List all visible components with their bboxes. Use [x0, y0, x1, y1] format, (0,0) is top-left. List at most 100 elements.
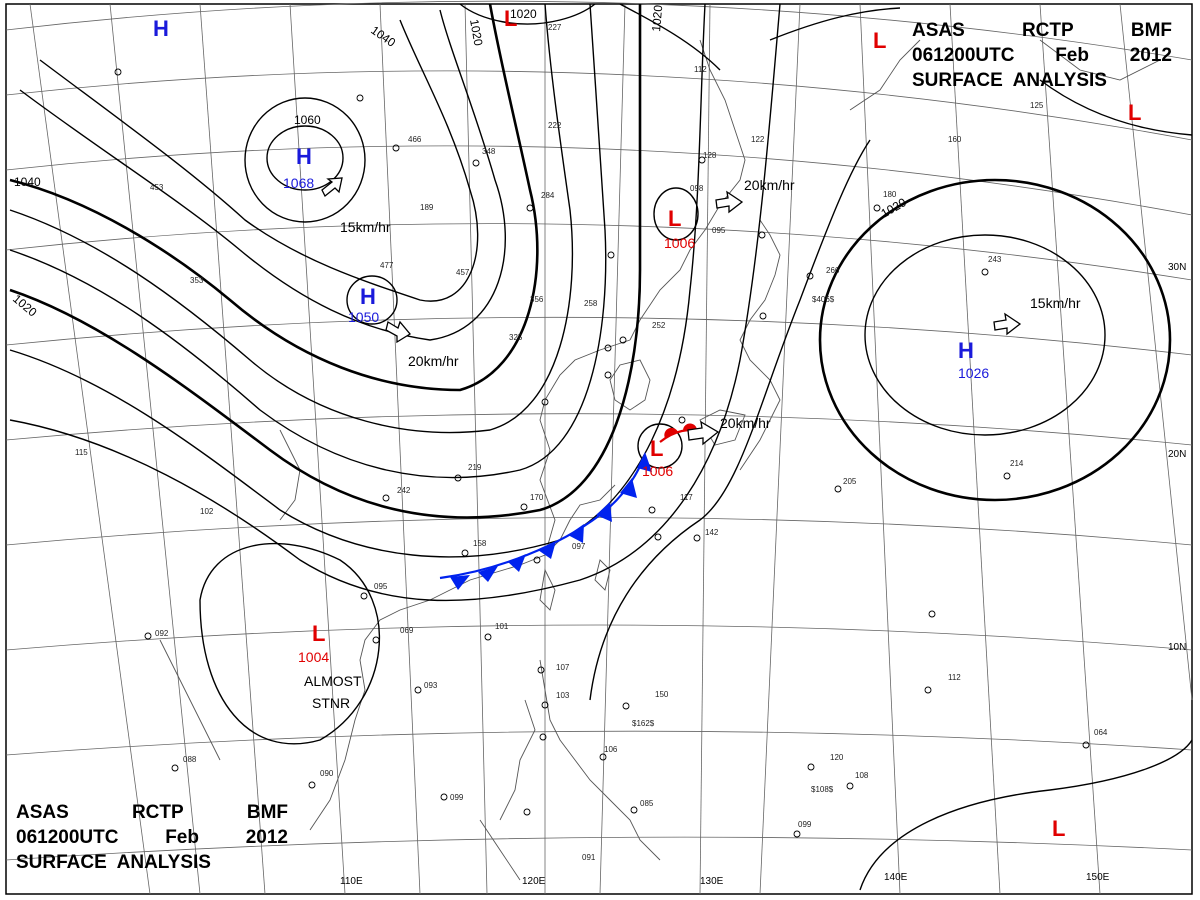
high-center: H	[958, 338, 974, 363]
station-value: 093	[424, 681, 438, 690]
header-line: ASAS RCTP BMF	[912, 18, 1172, 43]
station-value: 214	[1010, 459, 1024, 468]
motion-speed-label: 15km/hr	[340, 219, 391, 235]
stationary-annotation: ALMOST STNR	[304, 673, 362, 711]
motion-vectors: 15km/hr 20km/hr 20km/hr 15km/hr 20km/hr	[321, 177, 1081, 446]
low-center: L	[312, 621, 325, 646]
latitude-label: 20N	[1168, 449, 1186, 460]
station-value: 064	[1094, 728, 1108, 737]
station-value: 108	[855, 771, 869, 780]
station-value: 112	[948, 673, 961, 682]
low-center: L	[504, 6, 517, 31]
annotation-line: ALMOST	[304, 673, 362, 689]
low-center: L	[1052, 816, 1065, 841]
longitude-label: 140E	[884, 872, 908, 883]
high-center: H	[360, 284, 376, 309]
station-value: 128	[703, 151, 717, 160]
station-value: 115	[75, 448, 88, 457]
station-value: 107	[556, 663, 570, 672]
isobar-label: 1020	[649, 4, 665, 32]
longitude-label: 110E	[340, 876, 363, 887]
motion-speed-label: 15km/hr	[1030, 295, 1081, 311]
high-pressure-value: 1026	[958, 365, 989, 381]
station-value: 102	[200, 507, 214, 516]
cold-front	[439, 452, 652, 590]
header-office: BMF	[246, 802, 288, 823]
station-value: 142	[705, 528, 719, 537]
station-values: 466 219 242 170 158 097 095 069 101 093 …	[75, 23, 1108, 862]
analysis-header-top: ASAS RCTP BMF 061200UTC Feb 2012 SURFACE…	[912, 18, 1172, 93]
station-value: 150	[655, 690, 669, 699]
station-value: 160	[948, 135, 962, 144]
header-bulletin: ASAS	[912, 20, 965, 41]
grid-labels: 110E 120E 130E 140E 150E 30N 20N 10N	[340, 262, 1186, 887]
low-pressure-value: 1006	[664, 235, 695, 251]
station-value: $406$	[812, 295, 835, 304]
isobar-label: 1020	[510, 7, 537, 21]
station-value: 122	[751, 135, 765, 144]
motion-arrow-icon	[993, 312, 1022, 336]
station-value: 117	[680, 493, 693, 502]
high-center: H	[296, 144, 312, 169]
low-pressure-value: 1006	[642, 463, 673, 479]
station-value: 258	[584, 299, 598, 308]
station-value: 180	[883, 190, 897, 199]
station-value: 189	[420, 203, 434, 212]
station-value: 453	[150, 183, 164, 192]
header-title: SURFACE ANALYSIS	[912, 70, 1107, 91]
station-value: 092	[155, 629, 169, 638]
header-station: RCTP	[131, 802, 184, 823]
station-value: 099	[450, 793, 464, 802]
station-value: 101	[495, 622, 509, 631]
station-value: 097	[572, 542, 586, 551]
station-value: 090	[320, 769, 334, 778]
low-center: L	[873, 28, 886, 53]
station-value: 095	[712, 226, 726, 235]
graticule	[5, 0, 1193, 895]
isobar-label: 1040	[14, 175, 41, 189]
station-value: 170	[530, 493, 544, 502]
header-month: Feb	[165, 827, 199, 848]
motion-arrow-icon	[321, 177, 343, 198]
station-value: 222	[548, 121, 562, 130]
station-value: 098	[690, 184, 704, 193]
station-value: 266	[826, 266, 840, 275]
station-value: 242	[397, 486, 411, 495]
station-value: 284	[541, 191, 555, 200]
low-center: L	[650, 436, 663, 461]
header-time: 061200UTC	[912, 45, 1015, 66]
latitude-label: 10N	[1168, 642, 1186, 653]
station-value: 158	[473, 539, 487, 548]
station-value: 457	[456, 268, 470, 277]
station-symbols	[114, 68, 1090, 838]
header-year: 2012	[1129, 45, 1172, 66]
motion-speed-label: 20km/hr	[408, 353, 459, 369]
motion-speed-label: 20km/hr	[744, 177, 795, 193]
isobar-label: 1020	[467, 18, 485, 47]
station-value: 103	[556, 691, 570, 700]
longitude-label: 130E	[700, 876, 724, 887]
station-value: $162$	[632, 719, 655, 728]
analysis-header-bottom: ASAS RCTP BMF 061200UTC Feb 2012 SURFACE…	[16, 800, 288, 875]
isobar-label: 1060	[294, 113, 321, 127]
station-value: 477	[380, 261, 394, 270]
motion-speed-label: 20km/hr	[720, 415, 771, 431]
longitude-label: 120E	[522, 876, 546, 887]
header-bulletin: ASAS	[16, 802, 69, 823]
latitude-label: 30N	[1168, 262, 1186, 273]
station-value: 085	[640, 799, 654, 808]
station-value: 112	[694, 65, 707, 74]
station-value: 353	[190, 276, 204, 285]
station-value: 466	[408, 135, 422, 144]
station-value: 091	[582, 853, 596, 862]
motion-arrow-icon	[385, 320, 411, 344]
header-line: ASAS RCTP BMF	[16, 800, 288, 825]
low-center: L	[668, 206, 681, 231]
station-value: 120	[830, 753, 844, 762]
header-title: SURFACE ANALYSIS	[16, 852, 211, 873]
motion-arrow-icon	[715, 190, 744, 214]
header-line: 061200UTC Feb 2012	[912, 43, 1172, 68]
station-value: 243	[988, 255, 1002, 264]
header-month: Feb	[1055, 45, 1089, 66]
